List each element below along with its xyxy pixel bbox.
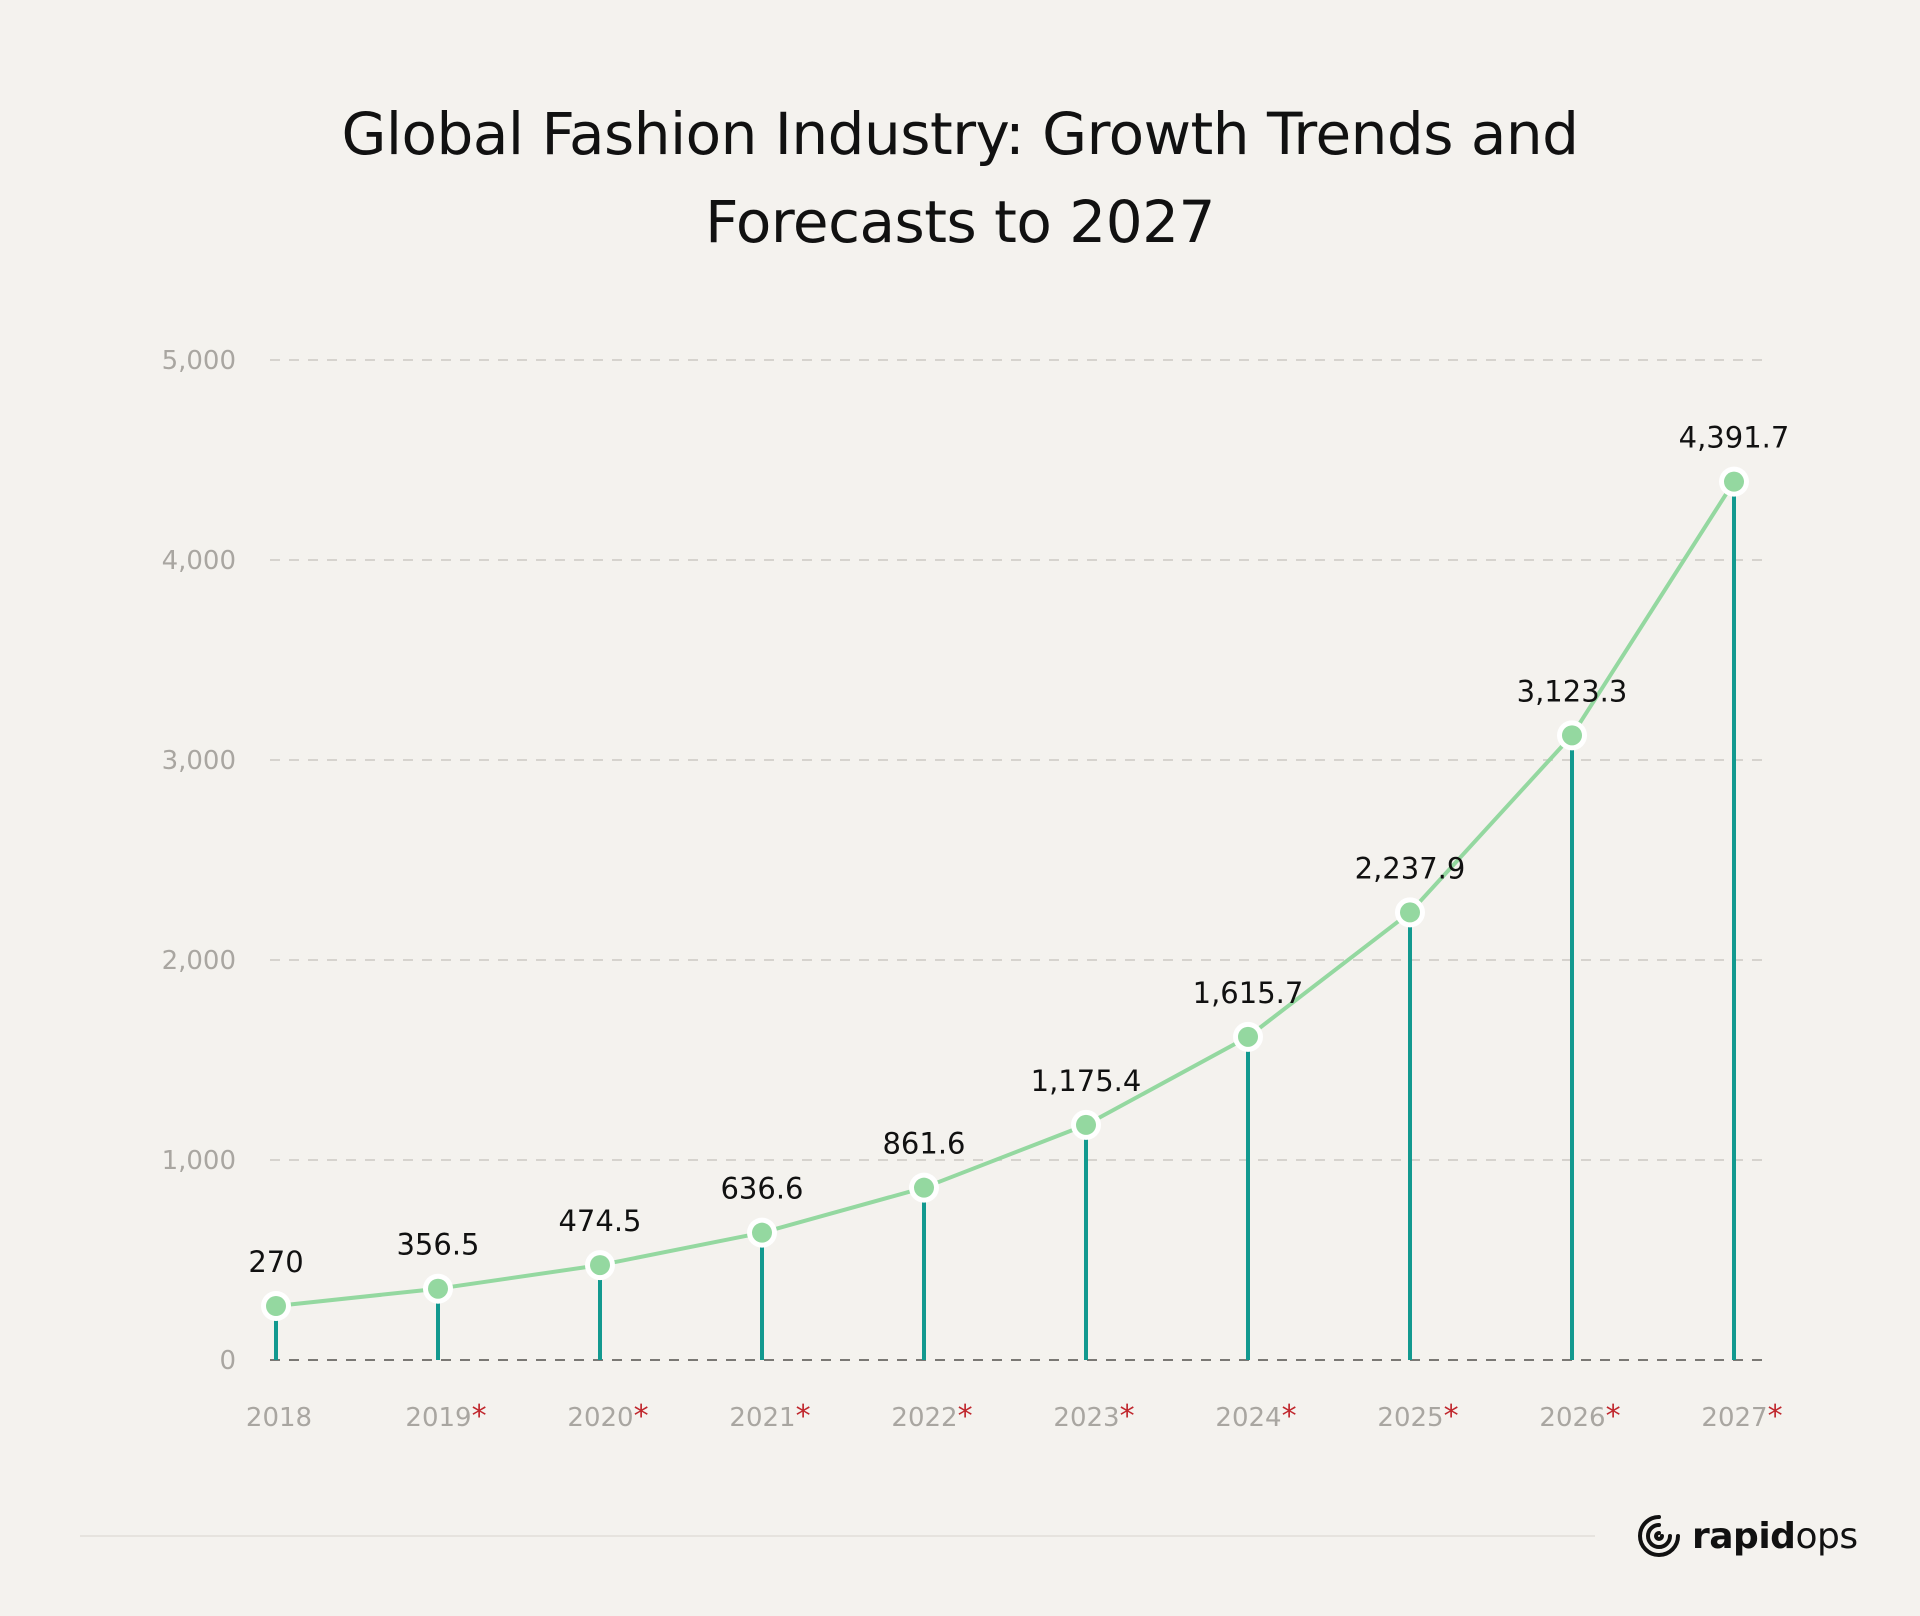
data-point xyxy=(1562,725,1582,746)
x-tick-year: 2022 xyxy=(891,1403,957,1433)
x-tick-year: 2026 xyxy=(1539,1403,1605,1433)
brand-name-part-2: ops xyxy=(1795,1515,1858,1557)
forecast-asterisk: * xyxy=(958,1399,973,1434)
brand-name-part-1: rapid xyxy=(1692,1515,1796,1557)
y-tick-label: 4,000 xyxy=(162,546,236,576)
forecast-asterisk: * xyxy=(1444,1399,1459,1434)
x-tick-year: 2021 xyxy=(729,1403,795,1433)
chart-title-line-2: Forecasts to 2027 xyxy=(705,188,1215,256)
data-point xyxy=(1076,1114,1096,1135)
y-tick-label: 1,000 xyxy=(162,1146,236,1176)
x-tick-year: 2024 xyxy=(1215,1403,1281,1433)
data-label: 3,123.3 xyxy=(1517,674,1628,708)
forecast-asterisk: * xyxy=(1768,1399,1783,1434)
data-point xyxy=(266,1296,286,1316)
data-point xyxy=(914,1177,934,1198)
data-point xyxy=(1238,1026,1258,1047)
x-tick-label: 2019* xyxy=(405,1399,486,1434)
forecast-asterisk: * xyxy=(472,1399,487,1434)
y-tick-label: 3,000 xyxy=(162,746,236,776)
brand-logo: rapidops xyxy=(1636,1508,1858,1564)
chart-title: Global Fashion Industry: Growth Trends a… xyxy=(0,90,1920,266)
data-point xyxy=(428,1278,448,1299)
x-tick-label: 2021* xyxy=(729,1399,810,1434)
x-tick-label: 2026* xyxy=(1539,1399,1620,1434)
data-label: 4,391.7 xyxy=(1679,421,1790,455)
x-tick-label: 2023* xyxy=(1053,1399,1134,1434)
x-tick-label: 2022* xyxy=(891,1399,972,1434)
data-label: 2,237.9 xyxy=(1355,851,1466,885)
series-line xyxy=(275,480,1736,1308)
data-label: 636.6 xyxy=(720,1172,803,1206)
data-point xyxy=(1724,471,1744,492)
x-tick-label: 2018 xyxy=(246,1403,312,1433)
forecast-asterisk: * xyxy=(1606,1399,1621,1434)
footer-divider xyxy=(80,1535,1595,1537)
chart-title-line-1: Global Fashion Industry: Growth Trends a… xyxy=(341,100,1579,168)
data-point xyxy=(590,1255,610,1276)
x-tick-year: 2027 xyxy=(1701,1403,1767,1433)
y-tick-label: 2,000 xyxy=(162,946,236,976)
x-tick-label: 2025* xyxy=(1377,1399,1458,1434)
data-label: 1,175.4 xyxy=(1031,1064,1142,1098)
x-tick-year: 2019 xyxy=(405,1403,471,1433)
forecast-asterisk: * xyxy=(1282,1399,1297,1434)
x-tick-year: 2018 xyxy=(246,1403,312,1433)
data-label: 1,615.7 xyxy=(1193,976,1304,1010)
x-tick-label: 2024* xyxy=(1215,1399,1296,1434)
forecast-asterisk: * xyxy=(796,1399,811,1434)
x-tick-label: 2020* xyxy=(567,1399,648,1434)
data-label: 270 xyxy=(248,1245,303,1279)
x-tick-year: 2025 xyxy=(1377,1403,1443,1433)
data-label: 356.5 xyxy=(396,1228,479,1262)
x-tick-label: 2027* xyxy=(1701,1399,1782,1434)
x-tick-year: 2020 xyxy=(567,1403,633,1433)
forecast-asterisk: * xyxy=(634,1399,649,1434)
data-label: 474.5 xyxy=(558,1204,641,1238)
x-tick-year: 2023 xyxy=(1053,1403,1119,1433)
data-label: 861.6 xyxy=(882,1127,965,1161)
forecast-asterisk: * xyxy=(1120,1399,1135,1434)
rapidops-logo-icon xyxy=(1638,1515,1680,1557)
data-point xyxy=(752,1222,772,1243)
brand-name: rapidops xyxy=(1692,1516,1858,1557)
y-tick-label: 5,000 xyxy=(162,346,236,376)
y-tick-label: 0 xyxy=(219,1346,236,1376)
data-point xyxy=(1400,902,1420,923)
